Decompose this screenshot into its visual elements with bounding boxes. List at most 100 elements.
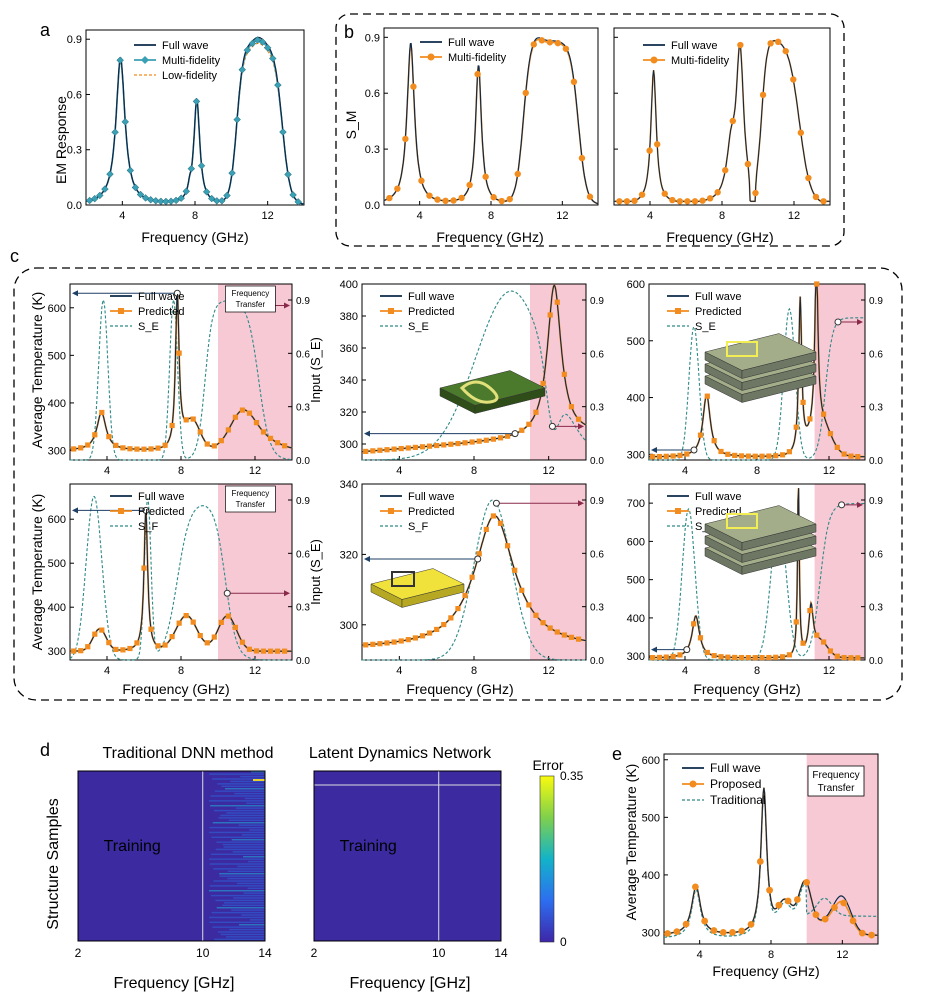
stacked-structure-icon-side — [741, 363, 817, 391]
y-tick-label: 500 — [48, 350, 66, 362]
y-tick-label: 380 — [340, 311, 358, 323]
legend-marker — [689, 780, 697, 788]
heatmap-error-row — [249, 829, 265, 831]
multi-fidelity-line — [383, 38, 599, 205]
predicted-marker — [113, 442, 119, 448]
predicted-marker — [282, 443, 288, 449]
x-tick-label: 12 — [556, 210, 568, 222]
multi-fidelity-marker — [752, 189, 759, 197]
predicted-marker — [377, 447, 383, 453]
heatmap-error-row — [221, 785, 265, 788]
predicted-marker — [821, 411, 827, 417]
structure-pattern-icon — [726, 341, 758, 357]
subplot: 4 8 12 300 400 500 600 0.0 0.3 0.6 0.9 Full wave Pre… — [627, 279, 884, 477]
predicted-marker — [505, 543, 511, 549]
legend-label: Full wave — [448, 37, 494, 49]
predicted-marker — [738, 654, 745, 661]
heatmap-error-row — [236, 882, 265, 885]
predicted-marker — [274, 440, 281, 446]
heatmap-error-row — [209, 916, 265, 919]
arrowhead — [857, 501, 863, 508]
predicted-marker — [99, 409, 105, 416]
predicted-marker — [505, 433, 511, 439]
heatmap-error-row — [211, 853, 265, 856]
predicted-marker — [766, 453, 772, 459]
legend-label: Low-fidelity — [162, 70, 218, 82]
transfer-label-line-2: Transfer — [236, 500, 266, 509]
predicted-marker — [738, 453, 745, 459]
multi-fidelity-marker — [402, 135, 409, 143]
legend-label: Full wave — [162, 40, 208, 52]
predicted-marker — [106, 434, 112, 440]
predicted-marker — [176, 620, 182, 626]
predicted-marker — [85, 442, 91, 448]
proposed-marker — [784, 897, 792, 905]
predicted-marker — [773, 453, 779, 459]
multi-fidelity-marker — [458, 194, 465, 202]
predicted-marker — [575, 416, 582, 422]
proposed-marker — [710, 927, 718, 934]
predicted-marker — [162, 642, 168, 648]
predicted-marker — [677, 652, 683, 658]
arrowhead — [578, 500, 584, 507]
anchor-point — [173, 289, 181, 297]
predicted-marker — [476, 438, 482, 444]
legend-label: S_F — [138, 521, 158, 533]
predicted-marker — [141, 565, 147, 571]
latent-heatmap: Training 2 10 14 — [311, 770, 508, 960]
predicted-marker — [519, 427, 525, 433]
x-tick-label: 4 — [396, 465, 402, 477]
predicted-marker — [71, 648, 77, 654]
multi-fidelity-marker — [157, 197, 165, 206]
heatmap-error-row — [213, 868, 265, 870]
multi-fidelity-marker — [192, 97, 201, 106]
heatmap-error-row — [209, 826, 265, 829]
multi-fidelity-marker — [820, 198, 827, 205]
predicted-marker — [71, 446, 77, 452]
multi-fidelity-marker — [638, 191, 646, 198]
stacked-structure-icon-side — [741, 375, 817, 403]
multi-fidelity-marker — [699, 197, 706, 204]
predicted-marker — [814, 281, 820, 287]
right-tick-label: 0.3 — [590, 603, 604, 614]
frequency-transfer-region — [814, 284, 865, 460]
predicted-marker — [476, 551, 482, 557]
arrowhead — [364, 430, 370, 437]
panel-a-ylabel: EM Response — [53, 96, 69, 184]
multi-fidelity-marker — [268, 54, 277, 63]
predicted-marker — [575, 636, 582, 642]
y-tick-label: 600 — [642, 755, 660, 767]
predicted-marker — [704, 393, 710, 399]
y-tick-label: 300 — [642, 927, 660, 939]
proposed-marker — [858, 929, 866, 937]
panel-c-ylabel-right-bottom: Input (S_E) — [308, 539, 323, 605]
x-tick-label: 14 — [494, 946, 508, 960]
heatmap-error-row — [241, 834, 265, 836]
panel-d-heatmaps: Training 2 10 14 Training 2 10 14 — [75, 770, 508, 960]
y-tick-label: 400 — [340, 279, 358, 291]
right-tick-label: 0.6 — [590, 349, 604, 360]
predicted-marker — [225, 613, 231, 619]
heatmap-error-row — [244, 797, 265, 800]
predicted-marker — [821, 639, 827, 645]
y-tick-label: 600 — [627, 279, 645, 291]
panel-c-xlabel-2: Frequency (GHz) — [406, 681, 513, 697]
heatmap-error-row — [212, 926, 265, 928]
panel-c-ylabel-right-top: Input (S_E) — [308, 337, 323, 403]
heatmap-error-row — [223, 846, 265, 848]
predicted-marker — [697, 432, 704, 438]
heatmap-error-row — [210, 805, 265, 807]
predicted-marker — [127, 645, 133, 652]
x-tick-label: 8 — [471, 465, 477, 477]
right-tick-label: 0.9 — [869, 296, 883, 307]
predicted-marker — [120, 445, 126, 451]
heatmap-error-row — [229, 928, 265, 931]
right-tick-label: 0.0 — [296, 656, 310, 667]
frequency-transfer-region — [218, 484, 292, 660]
x-tick-label: 8 — [488, 210, 494, 222]
legend-label: Predicted — [695, 506, 741, 518]
input-s-line — [649, 307, 865, 461]
predicted-marker — [183, 417, 189, 423]
predicted-marker — [793, 424, 799, 430]
predicted-marker — [370, 448, 376, 454]
